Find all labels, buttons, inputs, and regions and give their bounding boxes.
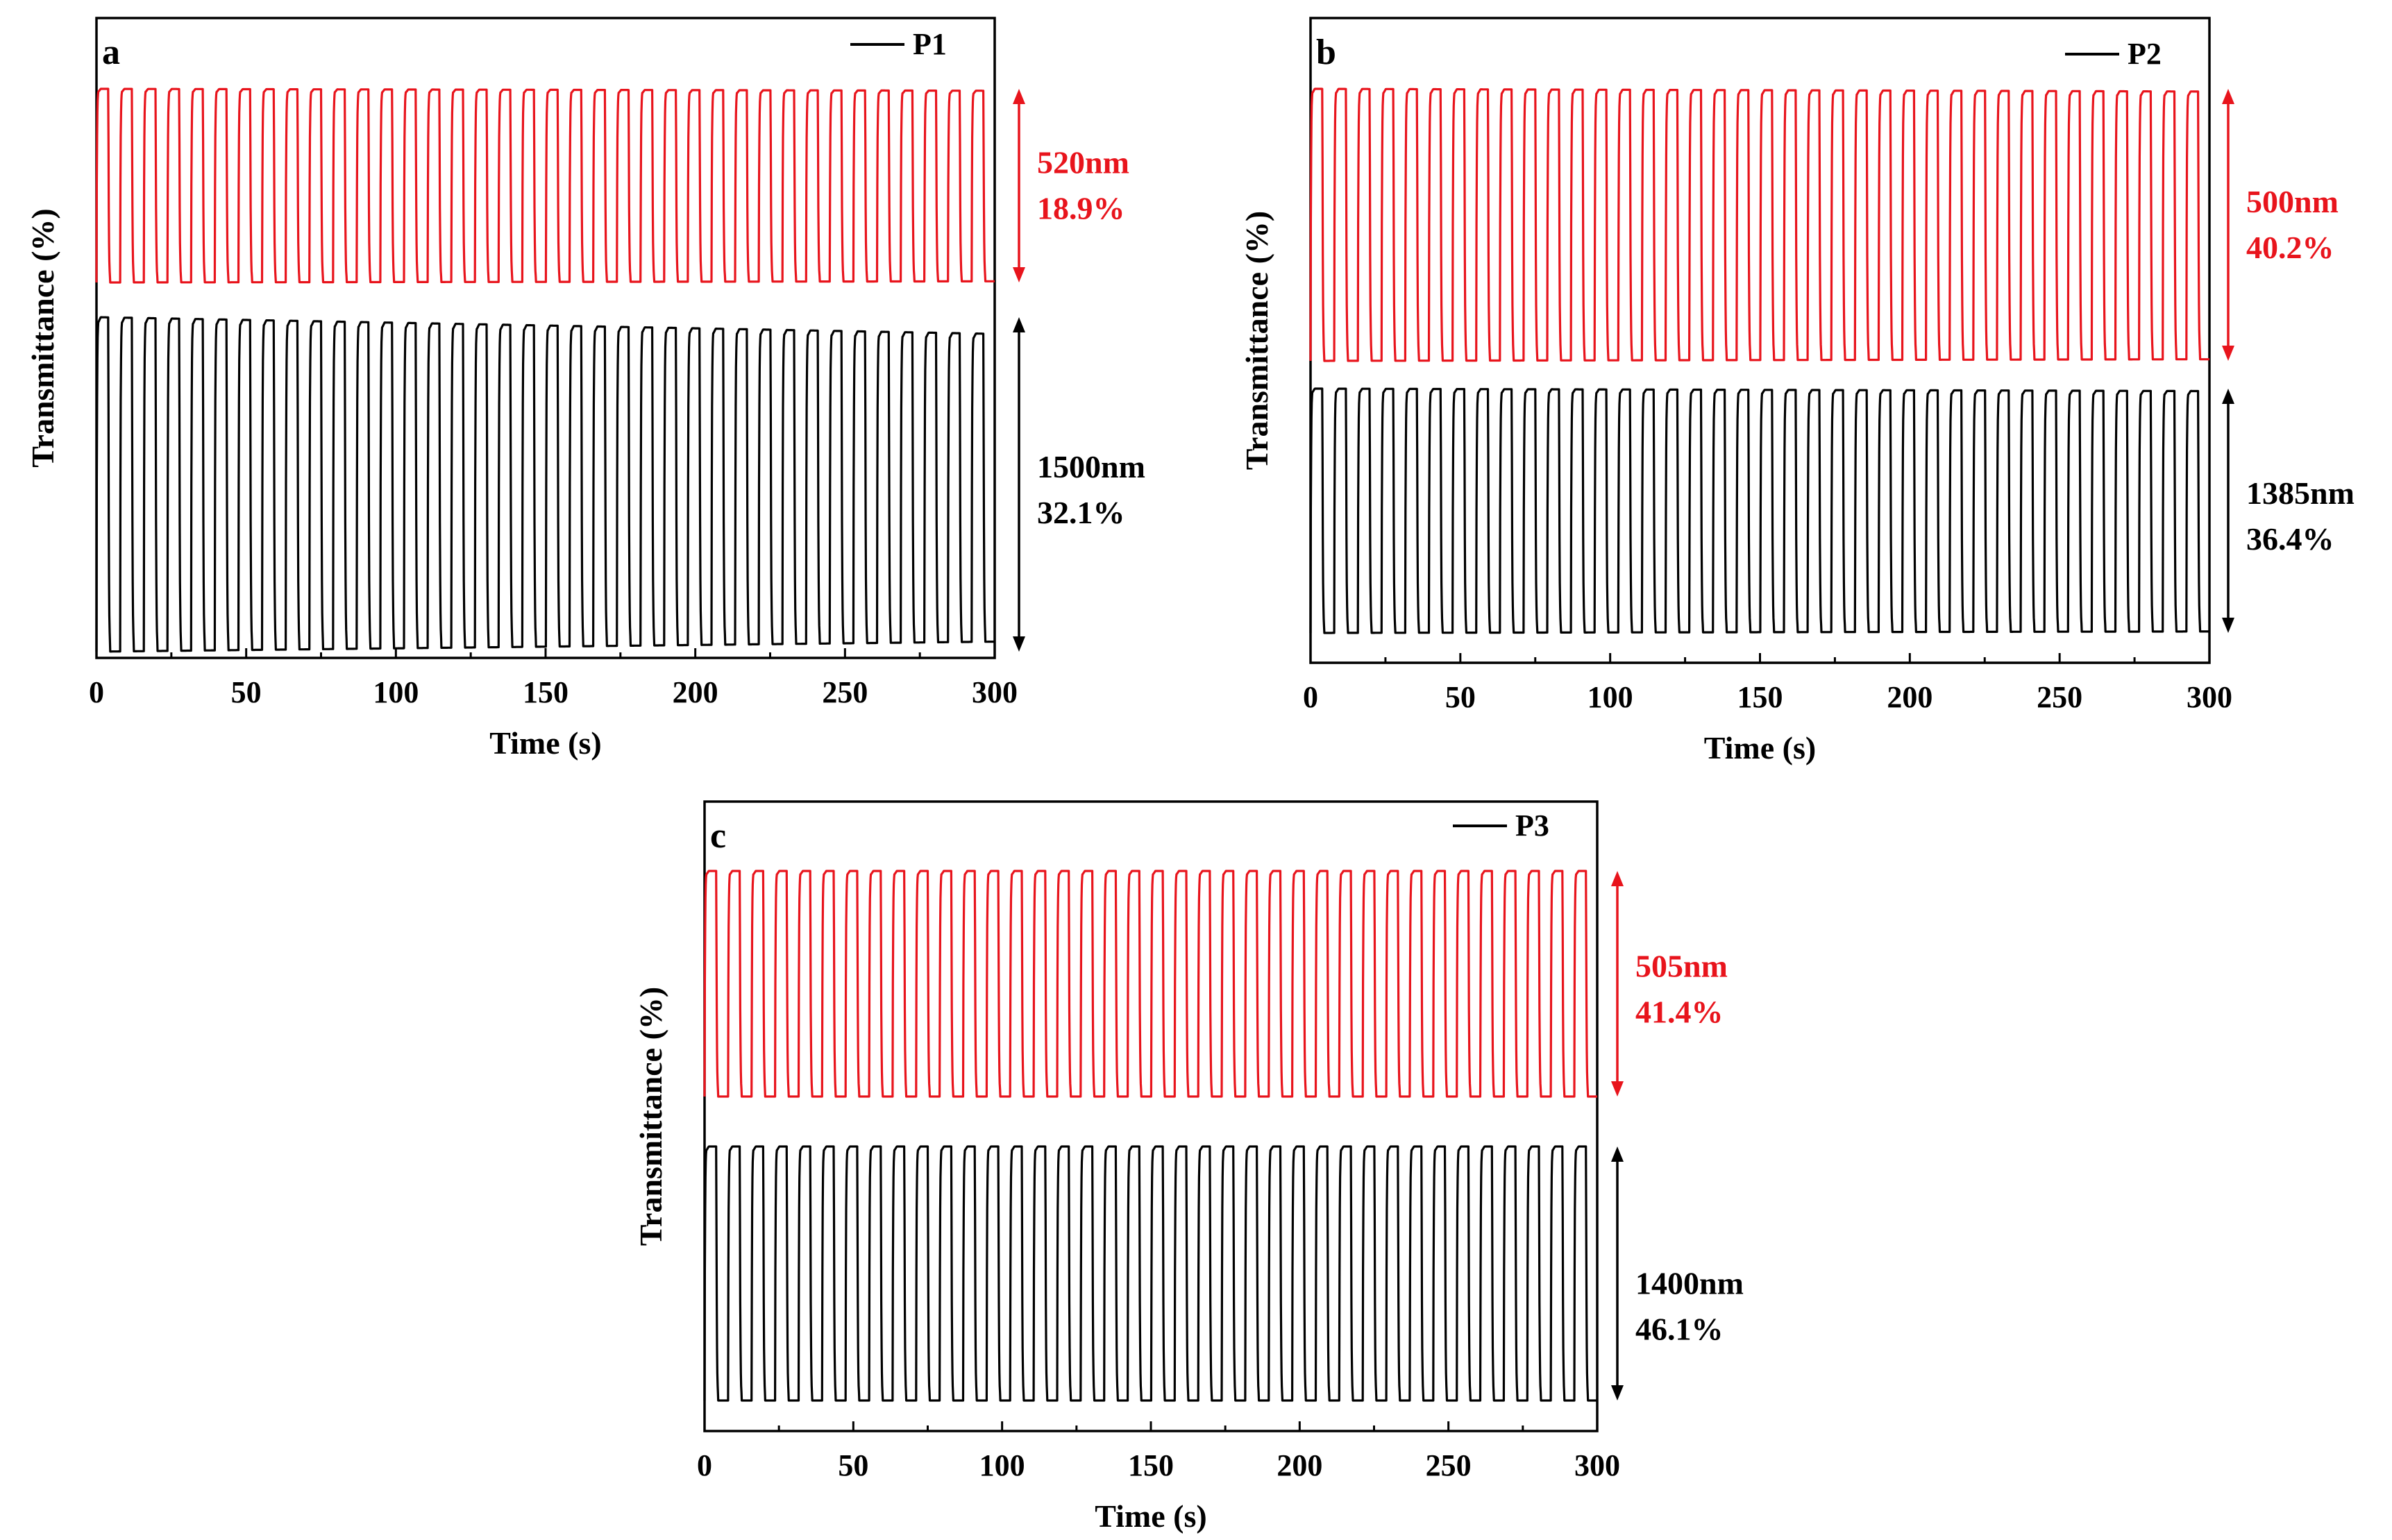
legend-label: P3: [1515, 809, 1549, 843]
x-tick-label: 300: [2187, 680, 2232, 714]
x-tick-label: 200: [673, 675, 718, 709]
black-wavelength-label: 1400nm: [1635, 1265, 1744, 1301]
x-tick-label: 50: [1445, 680, 1476, 714]
x-tick-label: 0: [697, 1448, 712, 1482]
x-tick-label: 250: [2037, 680, 2082, 714]
panel-c: 0 50 100 150 200 250 300 Time (s) Transmittance …: [633, 800, 1744, 1534]
series-line-500nm: [1309, 87, 2211, 362]
x-tick-label: 300: [1574, 1448, 1620, 1482]
red-wavelength-label: 520nm: [1037, 145, 1129, 180]
black-wavelength-label: 1500nm: [1037, 449, 1145, 484]
x-tick-label: 100: [979, 1448, 1025, 1482]
legend-label: P2: [2128, 37, 2162, 71]
x-axis-label: Time (s): [1095, 1498, 1206, 1534]
y-axis-label: Transmittance (%): [633, 987, 668, 1246]
x-tick-label: 200: [1277, 1448, 1322, 1482]
series-line-520nm: [95, 87, 996, 284]
x-tick-label: 100: [373, 675, 419, 709]
series-line-1500nm: [95, 316, 996, 653]
black-contrast-arrow-head-up: [1013, 317, 1025, 332]
panel-label: b: [1316, 33, 1336, 72]
series-line-505nm: [703, 870, 1599, 1098]
red-wavelength-label: 500nm: [2246, 184, 2339, 219]
black-wavelength-label: 1385nm: [2246, 475, 2355, 511]
panel-label: c: [710, 816, 726, 856]
red-contrast-arrow-head-up: [2222, 89, 2234, 104]
panel-b: 0 50 100 150 200 250 300 Time (s) Transmittance …: [1239, 17, 2355, 765]
black-contrast-label: 32.1%: [1037, 495, 1125, 530]
x-tick-label: 300: [972, 675, 1018, 709]
x-tick-label: 0: [89, 675, 104, 709]
x-tick-label: 50: [231, 675, 262, 709]
red-contrast-arrow-head-up: [1013, 89, 1025, 104]
x-tick-label: 200: [1887, 680, 1932, 714]
black-contrast-label: 46.1%: [1635, 1311, 1724, 1346]
x-tick-label: 250: [822, 675, 868, 709]
red-wavelength-label: 505nm: [1635, 949, 1728, 984]
red-contrast-arrow-head-down: [1611, 1081, 1624, 1097]
x-tick-label: 250: [1426, 1448, 1472, 1482]
series-line-1400nm: [703, 1145, 1599, 1402]
panel-a: 0 50 100 150 200 250 300 Time (s) Transmittance …: [25, 17, 1145, 761]
panel-label: a: [102, 33, 120, 72]
x-tick-label: 0: [1303, 680, 1318, 714]
x-tick-label: 150: [1737, 680, 1783, 714]
x-axis-label: Time (s): [489, 725, 601, 761]
x-tick-label: 150: [523, 675, 568, 709]
series-line-1385nm: [1309, 387, 2211, 634]
red-contrast-arrow-head-down: [1013, 267, 1025, 282]
y-axis-label: Transmittance (%): [1239, 211, 1274, 470]
y-axis-label: Transmittance (%): [25, 208, 60, 467]
red-contrast-arrow-head-down: [2222, 346, 2234, 361]
red-contrast-label: 18.9%: [1037, 191, 1125, 226]
black-contrast-arrow-head-down: [1013, 636, 1025, 652]
legend-label: P1: [913, 27, 947, 61]
x-axis-label: Time (s): [1704, 730, 1816, 765]
black-contrast-arrow-head-up: [2222, 389, 2234, 404]
red-contrast-label: 41.4%: [1635, 995, 1724, 1030]
black-contrast-arrow-head-up: [1611, 1146, 1624, 1162]
black-contrast-label: 36.4%: [2246, 521, 2334, 557]
x-tick-label: 100: [1587, 680, 1633, 714]
x-tick-label: 150: [1128, 1448, 1174, 1482]
black-contrast-arrow-head-down: [1611, 1385, 1624, 1401]
red-contrast-arrow-head-up: [1611, 871, 1624, 886]
red-contrast-label: 40.2%: [2246, 230, 2334, 265]
x-tick-label: 50: [838, 1448, 868, 1482]
black-contrast-arrow-head-down: [2222, 618, 2234, 633]
